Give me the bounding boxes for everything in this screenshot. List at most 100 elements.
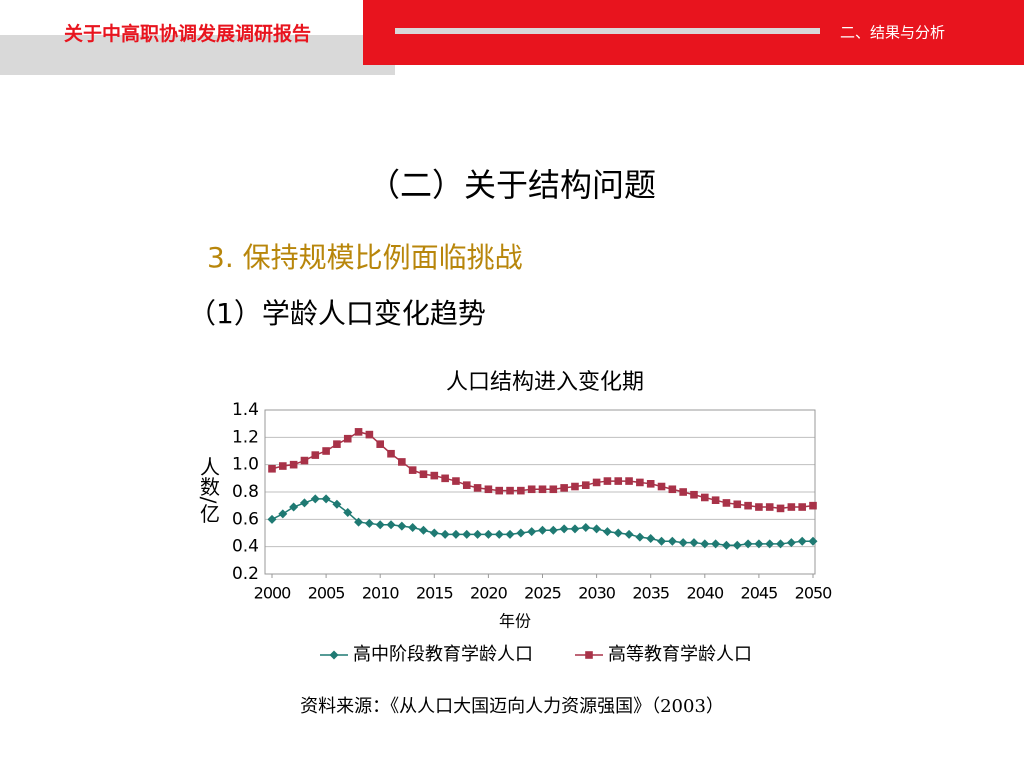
- x-tick-label: 2000: [254, 584, 292, 603]
- x-axis-label: 年份: [499, 612, 531, 631]
- marker: [711, 496, 720, 504]
- marker: [527, 527, 537, 537]
- marker: [581, 481, 590, 489]
- marker: [343, 508, 353, 517]
- marker: [279, 462, 287, 470]
- x-tick-label: 2015: [416, 584, 453, 603]
- marker: [701, 493, 709, 502]
- marker: [332, 499, 342, 509]
- marker: [321, 494, 331, 504]
- marker: [527, 485, 536, 494]
- marker: [754, 539, 764, 549]
- marker: [797, 536, 807, 546]
- marker: [786, 538, 796, 548]
- marker: [506, 486, 514, 495]
- marker: [776, 539, 786, 549]
- marker: [646, 480, 655, 488]
- marker: [462, 481, 471, 489]
- x-tick-label: 2010: [362, 584, 400, 603]
- y-tick-label: 1.2: [232, 427, 259, 447]
- marker: [614, 477, 623, 485]
- marker: [690, 490, 698, 499]
- marker: [689, 538, 699, 548]
- marker: [375, 520, 385, 530]
- marker: [440, 529, 450, 539]
- marker: [787, 503, 796, 511]
- marker: [592, 478, 601, 487]
- marker: [354, 517, 364, 527]
- marker: [538, 485, 547, 494]
- legend-label: 高中阶段教育学龄人口: [353, 644, 533, 665]
- header-gray-band: [0, 35, 395, 75]
- marker: [365, 430, 374, 439]
- marker: [397, 521, 407, 531]
- marker: [387, 449, 395, 458]
- marker: [429, 528, 439, 538]
- marker: [441, 474, 449, 483]
- marker: [505, 529, 515, 539]
- marker: [678, 538, 688, 548]
- marker: [592, 524, 602, 534]
- marker: [765, 539, 775, 549]
- x-tick-label: 2040: [686, 584, 724, 603]
- x-tick-label: 2005: [308, 584, 345, 603]
- marker: [559, 524, 569, 534]
- marker: [462, 529, 472, 539]
- marker: [322, 447, 330, 455]
- marker: [624, 529, 634, 539]
- marker: [743, 539, 753, 549]
- marker: [299, 498, 309, 508]
- heading-3: （1）学龄人口变化趋势: [188, 297, 486, 330]
- marker: [451, 529, 461, 539]
- marker: [613, 528, 623, 538]
- y-tick-label: 0.2: [232, 564, 259, 584]
- marker: [602, 527, 612, 537]
- marker: [733, 500, 742, 509]
- marker: [808, 536, 818, 546]
- source-note: 资料来源：《从人口大国迈向人力资源强国》（2003）: [300, 696, 724, 717]
- marker: [343, 434, 352, 443]
- y-tick-label: 1.4: [232, 400, 259, 420]
- x-tick-label: 2020: [470, 584, 508, 603]
- marker: [646, 533, 656, 543]
- marker: [333, 440, 341, 448]
- heading-2: 3. 保持规模比例面临挑战: [207, 241, 523, 274]
- marker: [473, 529, 483, 539]
- y-tick-label: 0.4: [232, 537, 259, 557]
- marker: [483, 529, 493, 539]
- marker: [386, 520, 396, 530]
- marker: [289, 460, 298, 469]
- marker: [679, 488, 687, 496]
- legend-label: 高等教育学龄人口: [608, 644, 752, 665]
- header-section: 二、结果与分析: [840, 24, 945, 42]
- marker: [667, 536, 677, 546]
- y-tick-label: 1.0: [232, 455, 259, 475]
- header-title: 关于中高职协调发展调研报告: [64, 22, 311, 45]
- marker: [278, 509, 288, 519]
- marker: [495, 486, 504, 495]
- heading-1: （二）关于结构问题: [368, 166, 656, 204]
- marker: [721, 540, 731, 550]
- x-tick-label: 2025: [524, 584, 561, 603]
- marker: [311, 451, 320, 459]
- marker: [418, 525, 428, 535]
- x-tick-label: 2035: [632, 584, 669, 603]
- marker: [744, 501, 752, 510]
- marker: [570, 524, 580, 534]
- marker: [722, 499, 731, 507]
- marker: [636, 478, 644, 487]
- marker: [581, 523, 591, 533]
- marker: [430, 471, 439, 480]
- marker: [289, 502, 299, 512]
- marker: [364, 518, 374, 528]
- marker: [765, 503, 774, 511]
- marker: [398, 458, 406, 466]
- marker: [625, 477, 633, 485]
- marker: [560, 484, 568, 492]
- header-stripe: [395, 28, 820, 34]
- marker: [548, 525, 558, 535]
- marker: [603, 477, 612, 485]
- marker: [329, 650, 339, 660]
- series-line: [271, 431, 814, 510]
- y-tick-label: 0.6: [232, 509, 259, 529]
